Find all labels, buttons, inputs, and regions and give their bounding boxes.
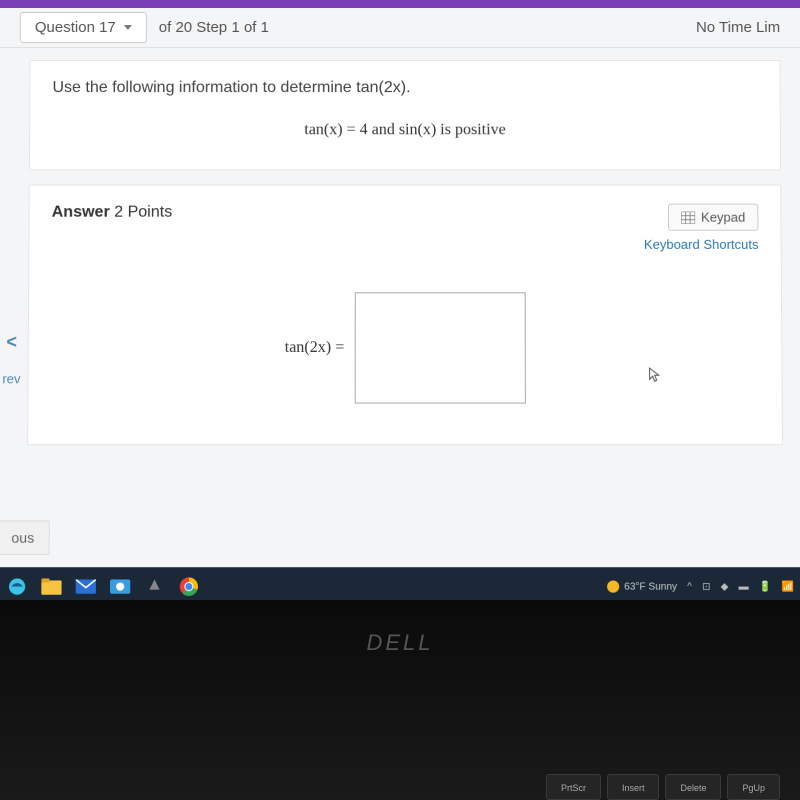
key-pgup[interactable]: PgUp xyxy=(727,774,780,800)
sun-icon xyxy=(607,580,619,592)
answer-title: Answer 2 Points xyxy=(52,204,173,222)
edge-icon[interactable] xyxy=(6,575,28,597)
tray-icon-3[interactable]: ▬ xyxy=(738,581,748,592)
tray-icon-2[interactable]: ◆ xyxy=(721,581,729,592)
keypad-label: Keypad xyxy=(701,210,745,225)
answer-input-row: tan(2x) = xyxy=(51,292,760,403)
chrome-icon[interactable] xyxy=(178,575,200,597)
answer-label-bold: Answer xyxy=(52,204,110,221)
chevron-left-icon: < xyxy=(0,332,26,353)
question-label: Question 17 xyxy=(35,19,116,36)
keypad-icon xyxy=(681,211,695,223)
prev-nav[interactable]: < rev xyxy=(0,332,26,387)
previous-button-partial[interactable]: ous xyxy=(0,520,49,555)
prev-label: rev xyxy=(0,371,26,386)
tray-icon-5[interactable]: 📶 xyxy=(781,581,794,592)
explorer-icon[interactable] xyxy=(40,575,62,597)
key-prtscr[interactable]: PrtScr xyxy=(546,774,601,800)
key-label: PgUp xyxy=(742,783,765,793)
dell-logo: DELL xyxy=(0,630,800,656)
key-delete[interactable]: Delete xyxy=(665,774,721,800)
top-accent-bar xyxy=(0,0,800,8)
mail-icon[interactable] xyxy=(75,575,97,597)
question-dropdown[interactable]: Question 17 xyxy=(20,12,147,43)
chevron-down-icon xyxy=(124,25,132,30)
answer-input-label: tan(2x) = xyxy=(285,339,345,357)
answer-points: 2 Points xyxy=(114,204,172,221)
keypad-controls: Keypad Keyboard Shortcuts xyxy=(644,204,759,252)
tray-icon-4[interactable]: 🔋 xyxy=(759,581,772,592)
answer-input[interactable] xyxy=(354,292,525,403)
key-label: PrtScr xyxy=(561,783,586,793)
key-insert[interactable]: Insert xyxy=(607,774,660,800)
camera-icon[interactable] xyxy=(109,575,131,597)
app-icon[interactable] xyxy=(143,575,165,597)
keyboard-shortcuts-link[interactable]: Keyboard Shortcuts xyxy=(644,237,759,252)
weather-widget[interactable]: 63°F Sunny xyxy=(607,580,677,592)
question-prompt: Use the following information to determi… xyxy=(52,79,757,97)
laptop-body: DELL PrtScr Insert Delete PgUp xyxy=(0,600,800,800)
tray-caret-icon[interactable]: ^ xyxy=(687,581,692,592)
key-label: Delete xyxy=(680,783,706,793)
header-row: Question 17 of 20 Step 1 of 1 No Time Li… xyxy=(0,8,800,48)
answer-panel: Answer 2 Points Keypad Keyboard Shortcut… xyxy=(27,184,783,445)
weather-text: 63°F Sunny xyxy=(624,581,677,592)
cursor-icon xyxy=(649,367,661,383)
system-tray: 63°F Sunny ^ ⊡ ◆ ▬ 🔋 📶 xyxy=(607,580,794,592)
question-panel: Use the following information to determi… xyxy=(29,60,781,170)
answer-header: Answer 2 Points Keypad Keyboard Shortcut… xyxy=(51,204,758,252)
screen-area: Question 17 of 20 Step 1 of 1 No Time Li… xyxy=(0,0,800,606)
key-label: Insert xyxy=(622,783,645,793)
keypad-button[interactable]: Keypad xyxy=(668,204,759,231)
keyboard-keys: PrtScr Insert Delete PgUp xyxy=(546,774,780,800)
question-formula: tan(x) = 4 and sin(x) is positive xyxy=(52,121,758,139)
step-indicator: of 20 Step 1 of 1 xyxy=(159,19,269,36)
time-limit-label: No Time Lim xyxy=(696,19,780,36)
tray-icon-1[interactable]: ⊡ xyxy=(702,581,711,592)
